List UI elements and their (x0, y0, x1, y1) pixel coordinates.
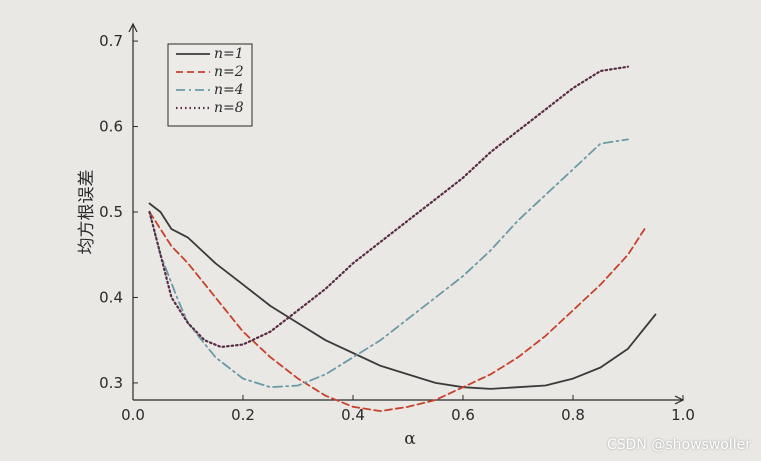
y-tick-label: 0.6 (99, 118, 123, 136)
x-tick-label: 0.6 (451, 406, 475, 424)
y-axis-label: 均方根误差 (77, 170, 97, 255)
chart-lines (148, 65, 657, 413)
x-tick-label: 1.0 (671, 406, 695, 424)
y-tick-label: 0.3 (99, 374, 123, 392)
series-line-1 (148, 202, 657, 390)
series-line-4 (148, 65, 630, 349)
legend-label-3: n=4 (214, 82, 244, 98)
series-line-3 (148, 138, 629, 389)
x-tick-label: 0.2 (231, 406, 255, 424)
y-axis-arrow (128, 22, 138, 33)
y-tick-label: 0.4 (99, 288, 123, 306)
x-tick-label: 0.4 (341, 406, 365, 424)
y-tick-label: 0.7 (99, 32, 123, 50)
x-tick-label: 0.8 (561, 406, 585, 424)
x-axis-label: α (404, 429, 416, 449)
watermark-text: CSDN @showswoller (606, 437, 751, 453)
chart-ticks: 0.0 0.2 0.4 0.6 0.8 1.0 0.3 0.4 0.5 0.6 0.7 (99, 32, 695, 424)
chart-legend: n=1 n=2 n=4 n=8 (167, 43, 253, 127)
series-line-2 (148, 211, 646, 413)
x-tick-label: 0.0 (121, 406, 145, 424)
y-tick-label: 0.5 (99, 203, 123, 221)
legend-box (167, 43, 253, 127)
legend-label-2: n=2 (214, 64, 244, 80)
legend-label-1: n=1 (214, 46, 244, 62)
legend-label-4: n=8 (214, 100, 244, 116)
